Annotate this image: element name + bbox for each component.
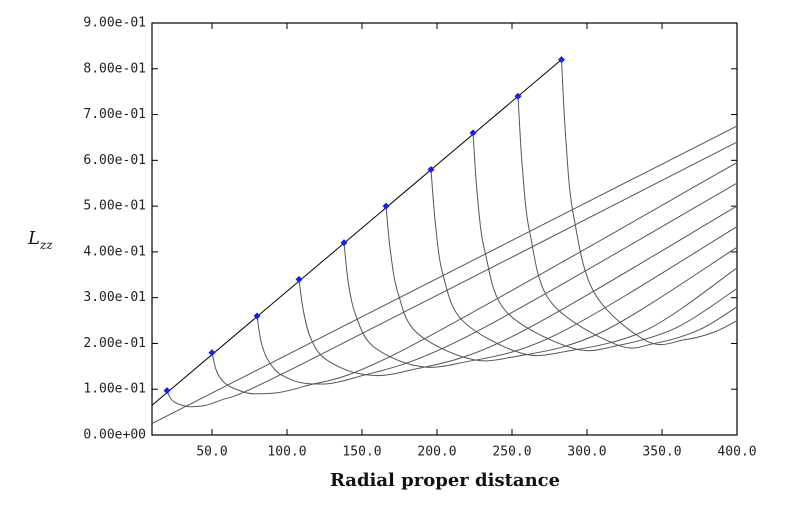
x-tick-label: 100.0 — [267, 445, 306, 460]
y-tick-label: 3.00e-01 — [83, 290, 146, 305]
data-point — [469, 129, 477, 137]
data-line — [343, 226, 738, 368]
data-line — [211, 162, 738, 395]
y-tick-label: 5.00e-01 — [83, 199, 146, 214]
data-point — [295, 275, 303, 283]
data-point — [208, 349, 216, 357]
plot-frame — [151, 22, 738, 436]
data-point — [427, 165, 435, 173]
data-point — [382, 202, 390, 210]
y-tick-label: 2.00e-01 — [83, 336, 146, 351]
x-tick-label: 350.0 — [642, 445, 681, 460]
x-tick-label: 200.0 — [417, 445, 456, 460]
data-line — [517, 96, 738, 349]
data-line — [151, 59, 562, 406]
data-point — [558, 56, 565, 64]
data-line — [166, 141, 738, 408]
y-tick-label: 1.00e-01 — [83, 382, 146, 397]
data-line — [385, 206, 738, 362]
data-point — [253, 312, 261, 320]
x-tick-label: 400.0 — [717, 445, 756, 460]
data-line — [561, 59, 738, 346]
data-point — [340, 239, 348, 247]
x-tick-label: 150.0 — [342, 445, 381, 460]
y-axis-label: Lzz — [27, 228, 53, 252]
y-tick-label: 6.00e-01 — [83, 153, 146, 168]
y-label-sub: zz — [39, 238, 53, 252]
y-tick-label: 4.00e-01 — [83, 244, 146, 259]
y-label-main: L — [27, 228, 40, 249]
y-tick-label: 8.00e-01 — [83, 61, 146, 76]
x-tick-label: 250.0 — [492, 445, 531, 460]
data-point — [163, 387, 171, 395]
data-point — [514, 92, 522, 100]
x-tick-label: 50.0 — [196, 445, 227, 460]
data-line — [298, 205, 738, 377]
data-line — [472, 132, 738, 352]
data-line — [256, 182, 738, 385]
y-tick-label: 0.00e+00 — [83, 428, 146, 443]
y-tick-label: 7.00e-01 — [83, 107, 146, 122]
x-axis-label: Radial proper distance — [330, 470, 560, 491]
data-line — [430, 169, 738, 357]
y-tick-label: 9.00e-01 — [83, 16, 146, 31]
x-tick-label: 300.0 — [567, 445, 606, 460]
data-line — [151, 125, 738, 425]
